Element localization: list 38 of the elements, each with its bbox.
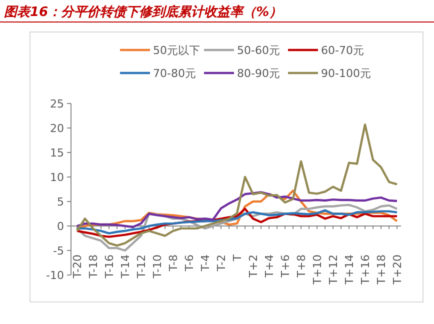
x-tick-label: T-4	[199, 254, 212, 272]
x-tick-label: T+16	[359, 254, 372, 286]
x-tick-label: T-8	[167, 254, 180, 272]
y-tick-label: 10	[50, 171, 64, 184]
legend-label: 50-60元	[237, 44, 280, 57]
y-tick-label: -10	[46, 269, 64, 282]
y-tick-label: 0	[57, 220, 64, 233]
x-tick-label: T-2	[215, 254, 228, 272]
x-tick-label: T-6	[183, 254, 196, 272]
x-tick-label: T+6	[279, 254, 292, 278]
legend-label: 60-70元	[321, 44, 364, 57]
x-tick-label: T-12	[135, 254, 148, 280]
y-tick-label: -5	[53, 244, 64, 258]
line-series	[76, 204, 398, 252]
x-tick-label: T-20	[71, 254, 84, 280]
legend-label: 70-80元	[153, 67, 196, 80]
legend-label: 80-90元	[237, 67, 280, 80]
x-tick-label: T+20	[391, 254, 404, 286]
legend-label: 90-100元	[321, 67, 371, 80]
x-tick-label: T+14	[343, 254, 356, 286]
y-tick-label: 20	[50, 122, 64, 135]
x-tick-label: T+2	[247, 254, 260, 278]
x-tick-label: T+12	[327, 254, 340, 286]
y-tick-label: 5	[57, 196, 64, 208]
x-tick-label: T-14	[119, 254, 132, 280]
x-tick-label: T+10	[311, 254, 324, 286]
x-tick-label: T+4	[263, 254, 276, 278]
chart-title: 图表16：分平价转债下修到底累计收益率（%）	[4, 4, 282, 20]
x-tick-label: T-18	[87, 254, 100, 280]
x-tick-label: T+18	[375, 254, 388, 286]
line-series	[76, 123, 398, 247]
legend-label: 50元以下	[153, 44, 200, 57]
x-tick-label: T-10	[151, 254, 164, 280]
y-tick-label: 15	[50, 146, 64, 160]
x-tick-label: T	[231, 254, 244, 262]
x-tick-label: T+8	[295, 254, 308, 278]
y-tick-label: 25	[50, 98, 64, 110]
x-tick-label: T-16	[103, 254, 116, 280]
